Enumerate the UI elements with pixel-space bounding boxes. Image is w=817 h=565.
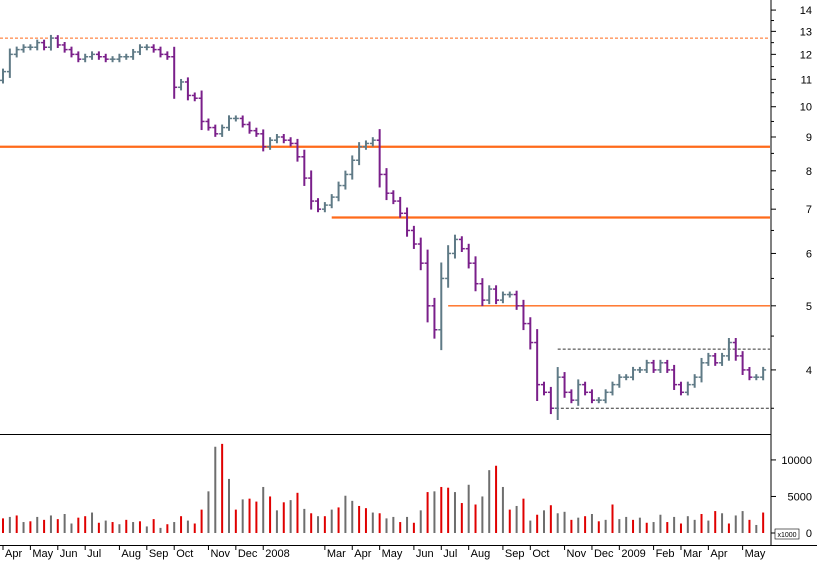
month-tick-label: Sep [505, 548, 525, 560]
month-tick-label: Mar [683, 548, 702, 560]
month-tick-label: 2008 [265, 548, 289, 560]
month-tick-label: May [745, 548, 766, 560]
price-tick-label: 9 [806, 132, 812, 144]
volume-tick-label: 0 [806, 528, 812, 540]
month-tick-label: Sep [149, 548, 169, 560]
volume-unit-box [774, 528, 800, 540]
price-tick-label: 7 [806, 204, 812, 216]
month-tick-label: Jul [87, 548, 101, 560]
month-tick-label: Dec [238, 548, 258, 560]
month-tick-label: Apr [710, 548, 727, 560]
price-tick-label: 11 [801, 74, 812, 86]
month-tick-label: Jul [443, 548, 457, 560]
volume-unit-label: x1000 [777, 532, 796, 539]
month-tick-label: Jun [416, 548, 434, 560]
month-tick-label: Aug [471, 548, 491, 560]
price-tick-label: 13 [800, 26, 812, 38]
price-tick-label: 12 [800, 49, 812, 61]
volume-tick-label: 5000 [788, 491, 812, 503]
month-tick-label: Apr [5, 548, 22, 560]
month-tick-label: May [382, 548, 403, 560]
month-tick-label: Feb [656, 548, 675, 560]
month-tick-label: Apr [354, 548, 371, 560]
month-tick-label: Mar [327, 548, 346, 560]
month-tick-label: 2009 [621, 548, 645, 560]
price-tick-label: 5 [806, 301, 812, 313]
month-tick-label: May [32, 548, 53, 560]
price-tick-label: 6 [806, 248, 812, 260]
month-tick-label: Nov [210, 548, 230, 560]
price-tick-label: 10 [800, 102, 812, 114]
price-tick-label: 8 [806, 166, 812, 178]
price-tick-label: 14 [800, 5, 812, 17]
month-tick-label: Oct [176, 548, 193, 560]
month-tick-label: Jun [60, 548, 78, 560]
month-tick-label: Aug [121, 548, 141, 560]
month-tick-label: Dec [594, 548, 614, 560]
price-tick-label: 4 [806, 365, 812, 377]
month-tick-label: Nov [567, 548, 587, 560]
volume-tick-label: 10000 [781, 455, 812, 467]
month-tick-label: Oct [532, 548, 549, 560]
